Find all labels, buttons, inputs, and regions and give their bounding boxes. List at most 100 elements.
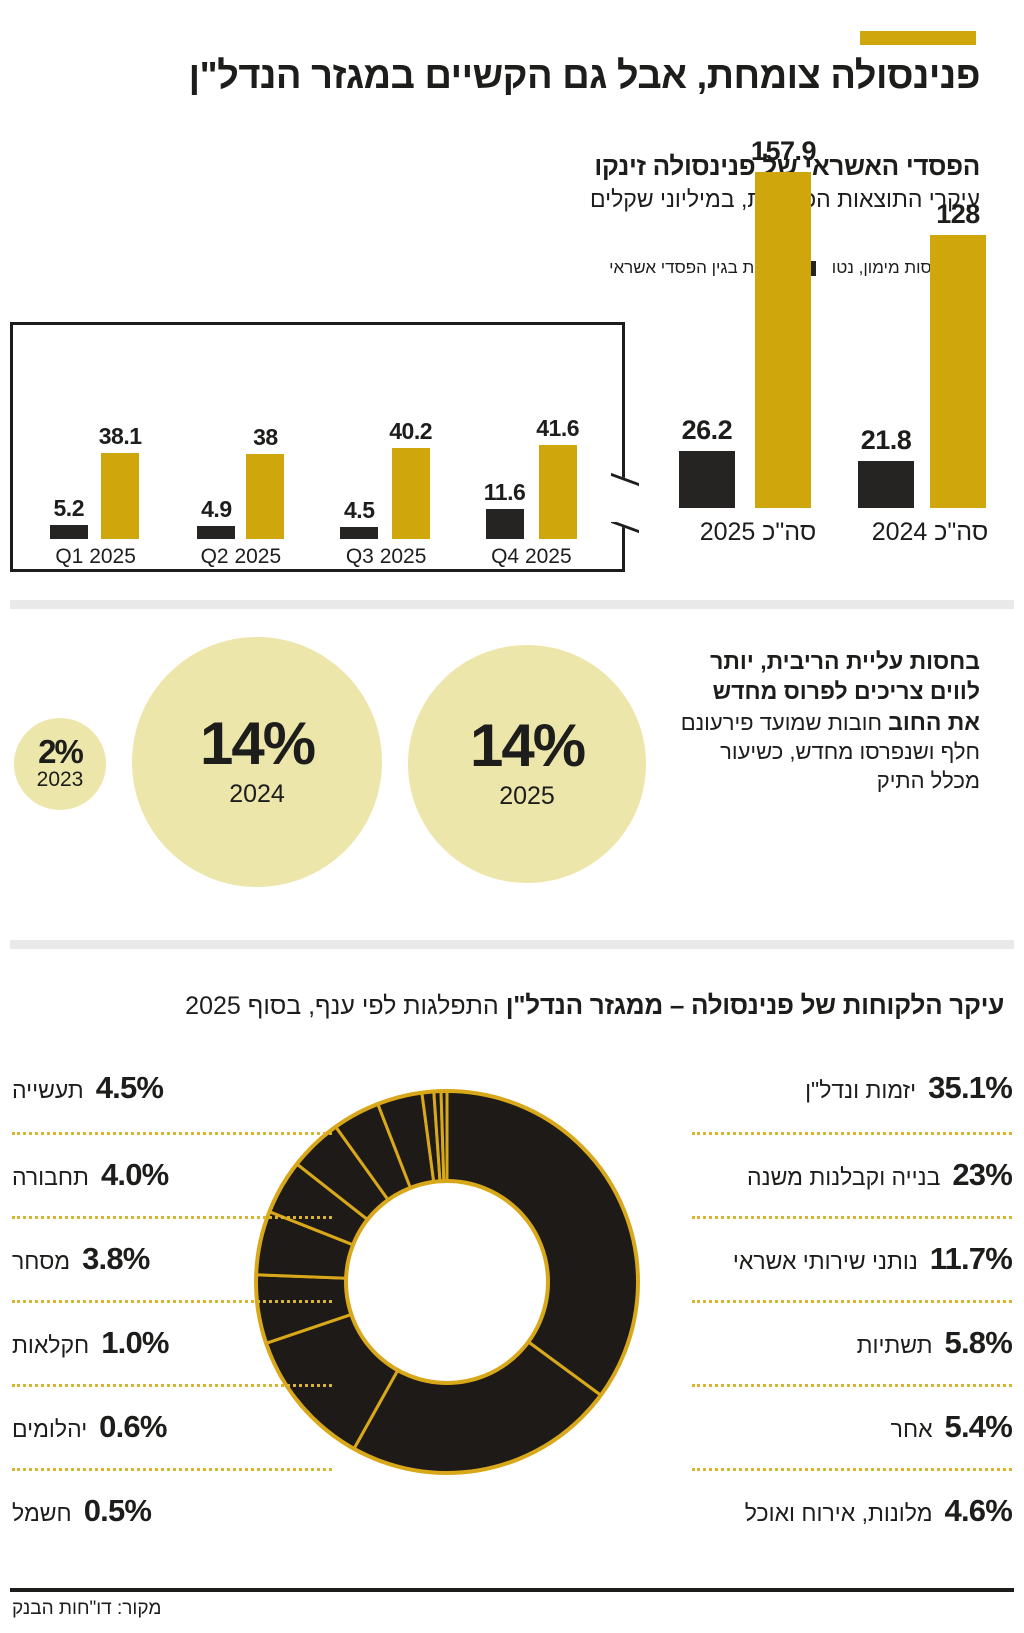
section2-text: בחסות עליית הריבית, יותר לווים צריכים לפ… <box>680 646 980 795</box>
quarter-sub-credit-q3: 4.5 <box>340 374 379 539</box>
donut-label-pct: 35.1% <box>928 1070 1013 1105</box>
quarter-col-q2: 4.9 38 Q2 2025 <box>171 374 311 569</box>
donut-label-pct: 0.6% <box>99 1409 167 1444</box>
bar-finance-income-2025 <box>755 172 812 508</box>
donut-label-name: תשתיות <box>856 1332 933 1358</box>
bubble-2023: 2% 2023 <box>14 718 106 810</box>
quarter-value-credit-q3: 4.5 <box>344 497 375 523</box>
quarterly-callout-box: 5.2 38.1 Q1 2025 4.9 <box>10 322 625 572</box>
donut-label-row: 5.8% תשתיות <box>692 1300 1013 1384</box>
donut-label-pct: 5.8% <box>944 1325 1013 1360</box>
donut-label-pct: 11.7% <box>929 1241 1013 1276</box>
source-note: מקור: דו"חות הבנק <box>12 1598 162 1619</box>
donut-label-name: מלונות, אירוח ואוכל <box>744 1500 933 1526</box>
donut-label-row: 4.6% מלונות, אירוח ואוכל <box>692 1468 1013 1552</box>
quarter-sub-credit-q1: 5.2 <box>49 374 88 539</box>
quarter-label-q4: Q4 2025 <box>491 545 572 568</box>
quarter-bar-income-q4 <box>538 445 577 539</box>
donut-label-pct: 5.4% <box>944 1409 1013 1444</box>
quarter-bar-credit-q3 <box>340 527 379 539</box>
section-divider-1 <box>10 600 1014 609</box>
bubble-year-2025: 2025 <box>499 782 555 810</box>
section-divider-2 <box>10 940 1014 949</box>
donut-label-pct: 3.8% <box>82 1241 150 1276</box>
bubble-year-2023: 2023 <box>36 767 84 791</box>
bubble-2024: 14% 2024 <box>132 637 382 887</box>
bar-value-finance-income-2024: 128 <box>936 199 980 229</box>
donut-label-row: 1.0% חקלאות <box>12 1300 332 1384</box>
donut-label-pct: 1.0% <box>101 1325 169 1360</box>
quarter-sub-income-q4: 41.6 <box>536 374 580 539</box>
axis-label-total-2025: סה"כ 2025 <box>699 518 817 546</box>
section1-legend: הכנסות מימון, נטו הוצאות בגין הפסדי אשרא… <box>609 258 980 278</box>
donut-label-name: בנייה וקבלנות משנה <box>747 1164 941 1190</box>
quarter-bars-q2: 4.9 38 <box>197 374 285 539</box>
quarter-value-income-q3: 40.2 <box>389 418 433 444</box>
bar-value-finance-income-2025: 157.9 <box>750 136 817 166</box>
donut-label-pct: 4.6% <box>944 1493 1013 1528</box>
donut-label-name: חקלאות <box>12 1332 90 1358</box>
donut-label-row: 23% בנייה וקבלנות משנה <box>692 1132 1013 1216</box>
quarter-bars-q3: 4.5 40.2 <box>340 374 433 539</box>
donut-label-pct: 4.5% <box>95 1070 164 1105</box>
quarter-col-q4: 11.6 41.6 Q4 2025 <box>461 374 601 569</box>
donut-label-name: תחבורה <box>12 1164 89 1190</box>
callout-pointer-mask <box>610 486 626 522</box>
quarter-bar-credit-q1 <box>49 525 88 539</box>
bar-credit-losses-2025 <box>678 451 735 508</box>
bar-group-total-2025: 26.2 157.9 <box>678 136 817 508</box>
quarter-value-income-q4: 41.6 <box>536 415 580 441</box>
bar-col-finance-income-2025: 157.9 <box>750 136 817 508</box>
donut-label-row: 0.6% יהלומים <box>12 1384 332 1468</box>
quarter-value-credit-q4: 11.6 <box>483 479 526 505</box>
legend-label-finance-income: הכנסות מימון, נטו <box>831 258 958 277</box>
accent-bar <box>860 31 976 45</box>
quarter-bar-income-q1 <box>101 453 140 539</box>
bar-col-credit-losses-2024: 21.8 <box>858 425 914 508</box>
bar-credit-losses-2024 <box>858 461 914 508</box>
quarter-label-q2: Q2 2025 <box>200 545 282 568</box>
legend-label-credit-losses: הוצאות בגין הפסדי אשראי <box>609 258 794 277</box>
donut-labels-right: 35.1% יזמות ונדל"ן 23% בנייה וקבלנות משנ… <box>692 1048 1013 1552</box>
bubble-value-2025: 14% <box>469 712 586 779</box>
quarter-sub-credit-q4: 11.6 <box>484 374 526 539</box>
quarter-col-q1: 5.2 38.1 Q1 2025 <box>26 374 166 569</box>
donut-label-row: 35.1% יזמות ונדל"ן <box>692 1048 1013 1132</box>
bar-value-credit-losses-2024: 21.8 <box>860 425 912 455</box>
axis-label-total-2024: סה"כ 2024 <box>871 518 989 546</box>
quarter-sub-income-q3: 40.2 <box>389 374 433 539</box>
quarter-label-q1: Q1 2025 <box>55 545 136 568</box>
quarter-value-credit-q1: 5.2 <box>53 495 85 521</box>
bar-col-credit-losses-2025: 26.2 <box>678 415 735 508</box>
donut-label-row: 4.5% תעשייה <box>12 1048 332 1132</box>
quarter-sub-income-q1: 38.1 <box>99 374 142 539</box>
quarter-bars-q1: 5.2 38.1 <box>49 374 142 539</box>
bar-finance-income-2024 <box>930 235 986 508</box>
donut-labels-left: 4.5% תעשייה 4.0% תחבורה 3.8% מסחר 1.0% ח… <box>12 1048 332 1552</box>
quarter-bar-credit-q2 <box>197 526 236 539</box>
donut-label-row: 11.7% נותני שירותי אשראי <box>692 1216 1013 1300</box>
bar-col-finance-income-2024: 128 <box>930 199 986 508</box>
donut-label-pct: 4.0% <box>100 1157 169 1192</box>
donut-label-row: 4.0% תחבורה <box>12 1132 332 1216</box>
donut-chart <box>251 1086 643 1478</box>
donut-label-row: 5.4% אחר <box>692 1384 1013 1468</box>
quarter-value-credit-q2: 4.9 <box>201 496 232 522</box>
donut-label-name: יהלומים <box>12 1416 88 1442</box>
quarter-bar-income-q2 <box>246 454 285 539</box>
donut-label-pct: 0.5% <box>83 1493 152 1528</box>
quarter-bar-income-q3 <box>391 448 430 539</box>
quarter-bar-credit-q4 <box>485 509 524 539</box>
donut-label-row: 0.5% חשמל <box>12 1468 332 1552</box>
bar-group-total-2024: 21.8 128 <box>858 168 986 508</box>
donut-label-name: נותני שירותי אשראי <box>732 1248 918 1274</box>
section2-headline: בחסות עליית הריבית, יותר לווים צריכים לפ… <box>710 648 980 735</box>
donut-label-name: יזמות ונדל"ן <box>805 1077 917 1103</box>
section3-subtitle: התפלגות לפי ענף, בסוף 2025 <box>185 992 499 1020</box>
quarter-col-q3: 4.5 40.2 Q3 2025 <box>316 374 456 569</box>
donut-label-name: תעשייה <box>12 1077 84 1103</box>
bubble-value-2024: 14% <box>199 710 316 777</box>
bar-value-credit-losses-2025: 26.2 <box>681 415 733 445</box>
bubble-year-2024: 2024 <box>229 780 285 808</box>
